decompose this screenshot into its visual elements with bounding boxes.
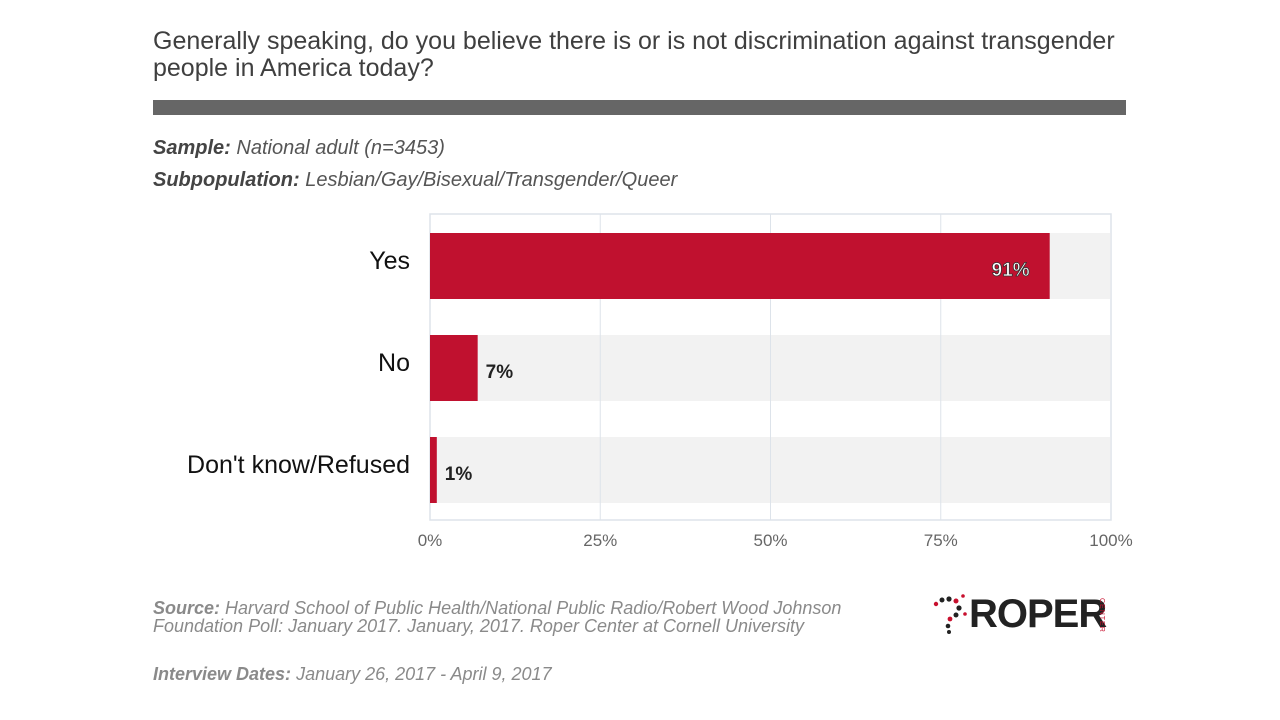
x-tick-label: 25% (583, 531, 617, 550)
source-text: Harvard School of Public Health/National… (153, 598, 842, 636)
x-tick-label: 50% (753, 531, 787, 550)
x-tick-label: 100% (1089, 531, 1132, 550)
dates-label: Interview Dates: (153, 664, 292, 684)
title-rule (153, 100, 1126, 115)
bar (430, 233, 1050, 299)
logo-subtext: CENTER (1098, 598, 1105, 633)
subpopulation-line: Subpopulation: Lesbian/Gay/Bisexual/Tran… (153, 169, 677, 192)
data-label: 1% (445, 464, 473, 485)
sample-label: Sample: (153, 137, 231, 159)
sample-line: Sample: National adult (n=3453) (153, 137, 445, 160)
subpopulation-value: Lesbian/Gay/Bisexual/Transgender/Queer (305, 169, 678, 191)
sample-value: National adult (n=3453) (236, 137, 445, 159)
source-note: Source: Harvard School of Public Health/… (153, 599, 873, 635)
roper-logo: ROPER CENTER (930, 590, 1120, 640)
category-label: Yes (369, 247, 410, 275)
logo-text: ROPER (969, 592, 1107, 636)
x-tick-label: 75% (924, 531, 958, 550)
x-tick-label: 0% (418, 531, 443, 550)
roper-dots-icon (933, 594, 967, 634)
chart-title: Generally speaking, do you believe there… (153, 27, 1115, 82)
category-label: Don't know/Refused (187, 451, 410, 479)
source-label: Source: (153, 598, 221, 618)
category-label: No (378, 349, 410, 377)
bar (430, 335, 478, 401)
data-label: 7% (486, 362, 514, 383)
subpopulation-label: Subpopulation: (153, 169, 300, 191)
data-label: 91% (992, 260, 1030, 281)
bar (430, 437, 437, 503)
dates-text: January 26, 2017 - April 9, 2017 (296, 664, 552, 684)
interview-dates: Interview Dates: January 26, 2017 - Apri… (153, 665, 873, 683)
